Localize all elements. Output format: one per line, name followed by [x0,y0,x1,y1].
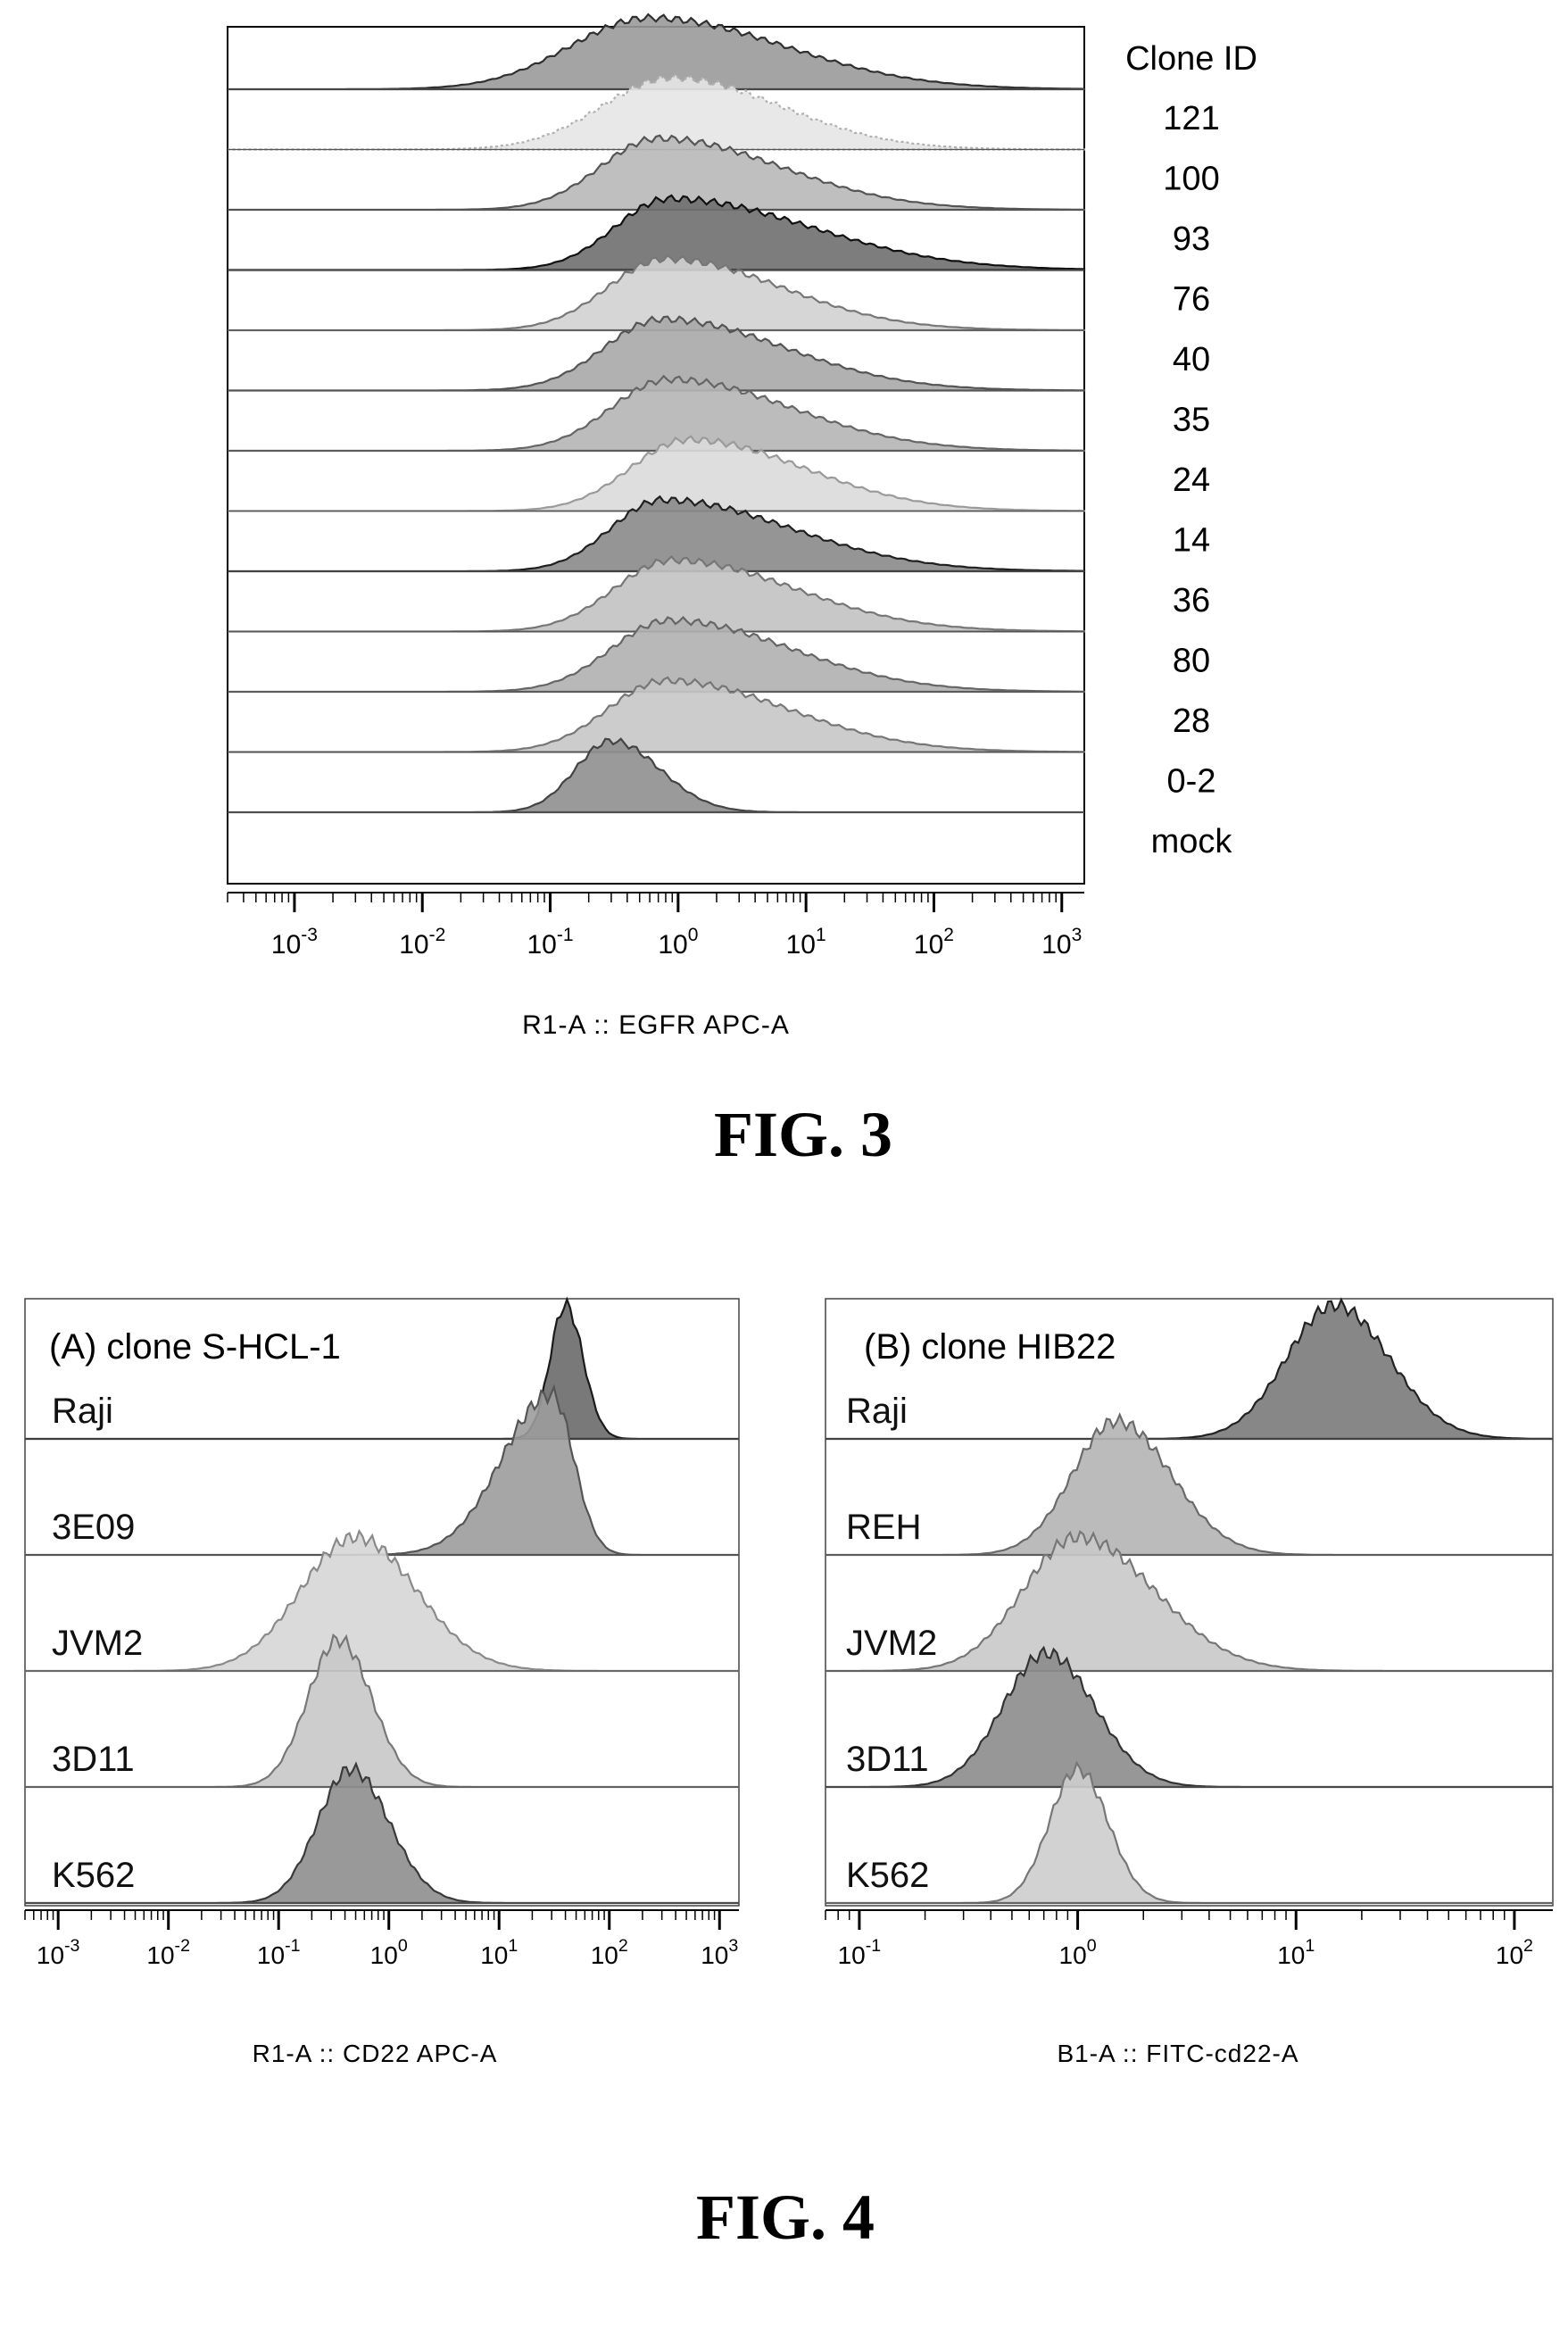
fig3-tick-label: 10-3 [271,925,318,960]
fig4b-series-3D11: 3D11 [825,1645,1553,1789]
fig4b-histograms: Raji REH JVM2 3D11 K562 [825,1297,1554,1905]
fig3-legend-entry-76: 76 [1173,281,1210,319]
fig4b-row-label-Raji: Raji [846,1392,908,1431]
fig4b-plot-frame [825,1298,1554,1907]
fig4a-row-label-K562: K562 [52,1856,135,1895]
fig4a-tick-label: 10-2 [146,1936,190,1969]
fig4a-row-label-Raji: Raji [52,1392,113,1431]
fig4b-row-label-3D11: 3D11 [846,1740,929,1779]
fig3-legend-entry-93: 93 [1173,220,1210,258]
fig4b-series-REH: REH [825,1412,1553,1557]
fig3-x-axis: 10-3 10-2 10-1 100 101 102 103 [227,892,1084,960]
fig4b-tick-label: 10-1 [838,1936,882,1969]
fig4a-x-axis-label: R1-A :: CD22 APC-A [253,2040,498,2067]
fig4a-series-K562: K562 [25,1761,739,1905]
fig3-legend-entry-35: 35 [1173,402,1210,439]
fig4b-row-label-REH: REH [846,1508,921,1547]
fig4a-tick-label: 102 [591,1936,628,1969]
fig3-legend-entry-24: 24 [1173,461,1210,499]
fig4a-row-label-3E09: 3E09 [52,1508,135,1547]
fig4a-series-3D11: 3D11 [25,1633,739,1789]
fig4b-tick-label: 100 [1059,1936,1097,1969]
fig4a-title: (A) clone S-HCL-1 [49,1327,341,1367]
fig4a-tick-label: 10-1 [257,1936,301,1969]
fig4a-tick-label: 10-3 [37,1936,80,1969]
fig4a-tick-label: 100 [370,1936,408,1969]
fig4b-series-JVM2: JVM2 [825,1530,1553,1673]
fig3-legend-entry-mock: mock [1151,823,1233,860]
fig3-legend-entry-100: 100 [1163,161,1219,198]
fig4a-series-JVM2: JVM2 [25,1528,739,1673]
fig3-legend-entry-0-2: 0-2 [1167,763,1216,801]
fig4a-row-label-JVM2: JVM2 [52,1624,143,1663]
fig3-x-axis-label: R1-A :: EGFR APC-A [522,1010,790,1040]
fig4b-x-axis-label: B1-A :: FITC-cd22-A [1057,2040,1298,2067]
fig3-series-mock [228,737,1084,814]
fig4b-row-label-K562: K562 [846,1856,929,1895]
fig4b-title: (B) clone HIB22 [864,1327,1116,1367]
fig4b-tick-label: 102 [1496,1936,1533,1969]
fig4b-series-K562: K562 [825,1760,1553,1905]
fig3-legend-title: Clone ID [1125,40,1257,78]
fig3-caption: FIG. 3 [714,1099,892,1170]
fig3-tick-label: 103 [1041,925,1082,960]
fig3-tick-label: 101 [786,925,826,960]
fig3-legend-entry-80: 80 [1173,643,1210,680]
fig3-legend-entry-121: 121 [1163,100,1219,137]
fig3-legend: 121 100 93 76 40 35 24 14 36 80 28 0-2 mock [1151,100,1233,860]
fig4b-series-Raji: Raji [825,1297,1554,1441]
fig3-tick-label: 10-1 [527,925,574,960]
fig3-series-0-2 [228,676,1086,753]
fig4b-row-label-JVM2: JVM2 [846,1624,937,1663]
fig4b-chart: Raji REH JVM2 3D11 K562 10-1 100 101 102 (B) cl… [825,1297,1554,2067]
fig3-histograms [228,12,1086,814]
fig3-legend-entry-14: 14 [1173,522,1210,560]
fig4a-x-axis: 10-3 10-2 10-1 100 101 102 103 [24,1909,739,1969]
fig4a-series-Raji: Raji [25,1296,739,1441]
fig3-legend-entry-28: 28 [1173,702,1210,740]
fig4a-tick-label: 103 [701,1936,738,1969]
fig3-tick-label: 10-2 [399,925,445,960]
fig3-tick-label: 102 [914,925,954,960]
fig4a-histograms: Raji 3E09 JVM2 3D11 K562 [25,1296,739,1905]
fig3-legend-entry-40: 40 [1173,341,1210,378]
fig4a-row-label-3D11: 3D11 [52,1740,135,1779]
fig3-chart: 10-3 10-2 10-1 100 101 102 103 Clone ID 121 100… [227,12,1257,1170]
fig4b-x-axis: 10-1 100 101 102 [825,1909,1553,1969]
fig3-tick-label: 100 [658,925,698,960]
fig4a-tick-label: 101 [480,1936,518,1969]
fig4-caption: FIG. 4 [696,2182,875,2253]
fig3-legend-entry-36: 36 [1173,582,1210,619]
fig4b-tick-label: 101 [1277,1936,1315,1969]
